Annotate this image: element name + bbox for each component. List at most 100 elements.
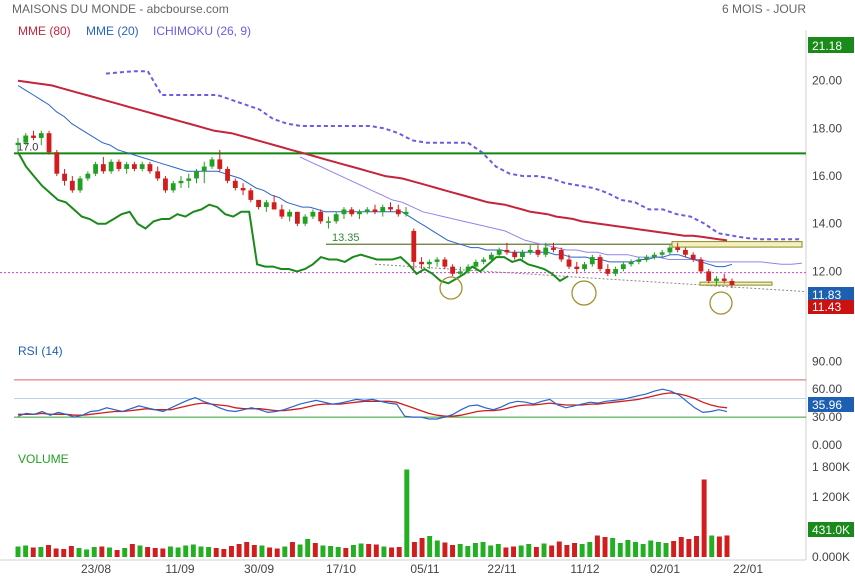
rsi-value-badge — [808, 397, 854, 412]
volume-bar — [625, 540, 631, 557]
volume-bar — [579, 544, 585, 557]
candle — [69, 180, 75, 191]
candle — [683, 249, 688, 255]
candle — [225, 168, 230, 181]
rsi-tick-label: 0.000 — [812, 438, 842, 452]
mme20-badge — [808, 287, 854, 302]
lagging-span-line — [17, 151, 569, 285]
volume-bar — [129, 544, 135, 557]
date-tick-label: 23/08 — [81, 562, 111, 576]
volume-bar — [213, 548, 219, 557]
volume-bar — [221, 549, 227, 557]
volume-bar — [724, 535, 730, 557]
volume-bar — [671, 541, 677, 557]
candle — [333, 214, 339, 222]
candle — [527, 249, 533, 253]
candle — [194, 171, 199, 179]
volume-bar — [701, 479, 707, 557]
volume-bar — [328, 546, 334, 557]
volume-bar — [107, 547, 112, 557]
volume-bar — [259, 545, 265, 557]
price-tick-label: 16.00 — [812, 169, 842, 183]
candle — [589, 257, 595, 265]
candle — [605, 269, 611, 274]
volume-bar — [610, 538, 616, 557]
price-tick-label: 18.00 — [812, 121, 842, 135]
candle — [294, 211, 300, 224]
price-tick-label: 12.00 — [812, 264, 842, 278]
volume-bar — [503, 547, 509, 557]
volume-bar — [267, 547, 273, 557]
volume-bar — [160, 548, 166, 557]
volume-bar — [686, 539, 692, 557]
volume-bar — [419, 538, 425, 557]
volume-bar — [587, 542, 593, 557]
volume-bar — [396, 547, 402, 557]
candle — [46, 133, 52, 153]
candle — [659, 252, 665, 255]
ichimoku-cloud-line — [105, 70, 802, 241]
candle — [457, 271, 463, 274]
volume-bar — [572, 543, 578, 557]
volume-bar — [183, 545, 189, 557]
volume-bar — [145, 547, 151, 557]
max-price-badge — [808, 37, 854, 53]
candle — [372, 209, 378, 212]
candle — [279, 209, 285, 217]
volume-bar — [358, 543, 364, 557]
volume-bar — [465, 546, 471, 557]
rsi-tick-label: 90.00 — [812, 354, 842, 368]
volume-bar — [251, 545, 257, 557]
candle — [186, 178, 192, 181]
candle — [318, 211, 324, 222]
volume-bar — [434, 540, 440, 557]
volume-bar — [518, 545, 524, 557]
candle — [698, 259, 704, 272]
price-panel: 17.0 13.35 — [0, 70, 807, 315]
volume-bar — [381, 546, 387, 557]
candle — [543, 247, 549, 255]
candle — [558, 249, 564, 260]
rsi-line — [17, 388, 728, 420]
volume-bar — [549, 545, 555, 557]
candle — [620, 264, 626, 270]
candle — [108, 161, 114, 172]
candle — [706, 271, 712, 281]
volume-bar — [320, 545, 326, 557]
rsi-tick-label: 30.00 — [812, 410, 842, 424]
volume-bar — [137, 545, 143, 557]
legend-ichimoku: ICHIMOKU (26, 9) — [153, 24, 251, 38]
volume-bar — [190, 544, 196, 557]
candle — [364, 209, 370, 212]
volume-bar — [282, 546, 288, 557]
candle — [232, 180, 238, 188]
mid-line-label: 13.35 — [332, 232, 360, 244]
volume-bar — [495, 544, 501, 557]
volume-bar — [175, 547, 181, 557]
volume-title: VOLUME — [18, 452, 69, 466]
candle — [287, 211, 293, 217]
candle — [155, 171, 161, 179]
candle — [388, 207, 393, 210]
candle — [628, 261, 634, 265]
volume-bar — [366, 544, 372, 557]
volume-bar — [694, 536, 699, 557]
volume-bar — [457, 544, 463, 557]
candle — [512, 252, 518, 258]
volume-bar — [511, 546, 517, 557]
date-tick-label: 11/12 — [570, 562, 599, 576]
volume-bar — [564, 545, 570, 557]
date-tick-label: 30/09 — [244, 562, 274, 576]
volume-bar — [633, 542, 638, 557]
candle — [729, 280, 735, 285]
volume-bar — [480, 542, 486, 557]
support-box — [699, 281, 773, 286]
candle — [124, 164, 130, 169]
candle — [85, 173, 91, 179]
volume-tick-label: 0.000K — [812, 550, 850, 564]
candle — [496, 249, 502, 255]
candle — [116, 161, 122, 169]
volume-bar — [335, 547, 341, 557]
candle — [566, 259, 572, 267]
candle — [54, 152, 60, 174]
